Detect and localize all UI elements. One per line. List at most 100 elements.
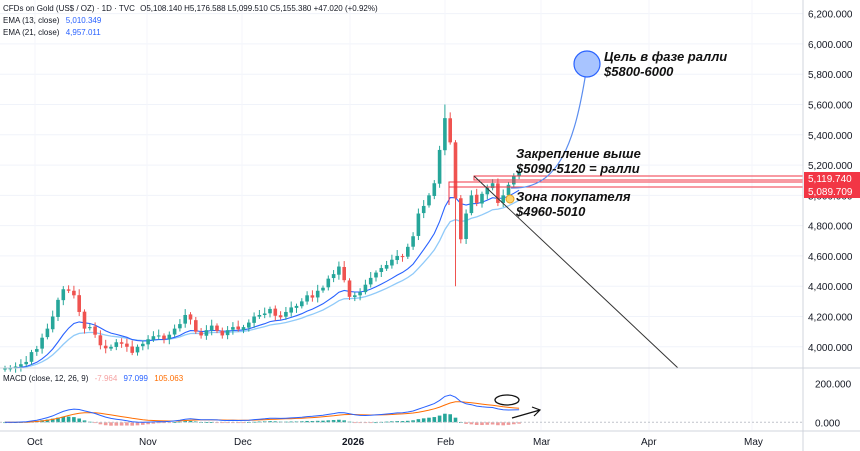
- candle-body: [215, 325, 219, 331]
- macd-line: [5, 394, 520, 423]
- candle-body: [241, 327, 246, 330]
- macd-hist-bar: [257, 421, 262, 423]
- macd-hist-bar: [146, 422, 150, 425]
- candle-body: [406, 246, 410, 257]
- candle-body: [45, 328, 50, 338]
- y-tick-label: 6,200.000: [808, 10, 853, 21]
- y-tick-label: 4,000.000: [808, 343, 853, 354]
- macd-hist-bar: [326, 420, 331, 423]
- macd-hist-bar: [490, 422, 495, 425]
- target-arrow-curve: [510, 71, 587, 189]
- candle-body: [411, 236, 415, 247]
- down-trendline: [473, 175, 679, 369]
- candle-body: [331, 274, 336, 279]
- macd-hist-bar: [305, 420, 309, 423]
- macd-y-tick-label: 200.000: [815, 380, 852, 391]
- resistance-zone-box-2: [473, 175, 804, 181]
- hold-annotation-line1: Закрепление выше: [516, 146, 641, 161]
- ema21-legend: EMA (21, close) 4,957.011: [3, 28, 101, 37]
- macd-hist-bar: [321, 420, 325, 423]
- macd-hist-bar: [114, 422, 119, 426]
- macd-hist-bar: [464, 422, 468, 424]
- candle-body: [66, 289, 71, 291]
- macd-hist-bar: [300, 421, 304, 423]
- candle-body: [421, 205, 426, 214]
- drawings-layer: [448, 50, 804, 369]
- candle-body: [289, 307, 293, 313]
- macd-hist-bar: [220, 422, 225, 424]
- macd-hist-bar: [432, 417, 437, 423]
- candle-body: [82, 311, 87, 329]
- macd-hist-bar: [241, 422, 246, 424]
- candle-body: [204, 330, 209, 336]
- y-tick-label: 5,600.000: [808, 100, 853, 111]
- y-tick-label: 4,200.000: [808, 313, 853, 324]
- buyer-zone-dot: [505, 194, 515, 204]
- resistance-zone-box: [448, 181, 804, 188]
- candle-body: [300, 301, 304, 307]
- macd-hist-bar: [109, 422, 113, 426]
- macd-hist-bar: [331, 420, 336, 423]
- macd-hist-bar: [437, 415, 442, 423]
- candle-body: [374, 272, 378, 278]
- candle-body: [24, 361, 28, 365]
- candle-body: [88, 327, 92, 329]
- candle-body: [29, 352, 34, 362]
- candle-body: [109, 346, 113, 349]
- candle-body: [443, 118, 447, 151]
- candle-body: [305, 295, 309, 302]
- candle-body: [262, 313, 267, 315]
- macd-hist-bar: [474, 422, 479, 425]
- macd-hist-bar: [66, 416, 71, 423]
- candle-body: [395, 255, 399, 261]
- candle-body: [167, 334, 172, 340]
- candle-body: [453, 142, 458, 199]
- y-tick-label: 6,000.000: [808, 40, 853, 51]
- y-tick-label: 5,400.000: [808, 131, 853, 142]
- macd-hist-bar: [353, 422, 357, 424]
- candle-body: [517, 171, 521, 176]
- x-tick-label: May: [744, 437, 763, 448]
- macd-hist-bar: [172, 422, 177, 423]
- price-tag-lower-text: 5,089.709: [808, 187, 853, 198]
- macd-hist-bar: [45, 419, 50, 423]
- candle-body: [209, 325, 214, 331]
- macd-hist-bar: [119, 422, 124, 426]
- y-tick-label: 4,800.000: [808, 222, 853, 233]
- macd-hist-bar: [268, 421, 272, 423]
- macd-hist-bar: [342, 420, 346, 423]
- x-tick-label: Apr: [641, 437, 657, 448]
- macd-hist-bar: [56, 417, 60, 423]
- macd-hist-bar: [82, 420, 87, 423]
- y-tick-label: 5,200.000: [808, 161, 853, 172]
- macd-hist-bar: [506, 422, 511, 425]
- macd-hist-bar: [469, 422, 474, 425]
- ema13-label: EMA (13, close): [3, 16, 60, 25]
- macd-hist-bar: [400, 421, 405, 423]
- macd-hist-bar: [368, 422, 373, 424]
- macd-layer: [0, 394, 803, 426]
- candle-body: [464, 213, 468, 239]
- macd-hist-bar: [130, 422, 134, 426]
- ohlc-readout: O5,108.140 H5,176.588 L5,099.510 C5,155.…: [140, 4, 378, 13]
- candle-body: [427, 195, 431, 206]
- x-tick-label: 2026: [342, 437, 365, 448]
- candle-body: [77, 295, 81, 312]
- macd-hist-bar: [209, 422, 214, 423]
- candle-body: [252, 316, 256, 323]
- macd-arrow-mark: [511, 406, 542, 419]
- macd-hist-bar: [141, 422, 145, 425]
- candle-body: [162, 335, 166, 340]
- candle-body: [284, 311, 288, 317]
- macd-hist-bar: [512, 422, 516, 425]
- candle-body: [247, 322, 251, 328]
- candle-body: [294, 305, 299, 308]
- candle-body: [315, 290, 320, 298]
- macd-hist-bar: [183, 421, 187, 423]
- candle-body: [40, 337, 44, 349]
- y-tick-label: 4,600.000: [808, 252, 853, 263]
- candle-body: [390, 259, 394, 266]
- macd-hist-bar: [61, 416, 66, 423]
- target-annotation-line2: $5800-6000: [603, 64, 674, 79]
